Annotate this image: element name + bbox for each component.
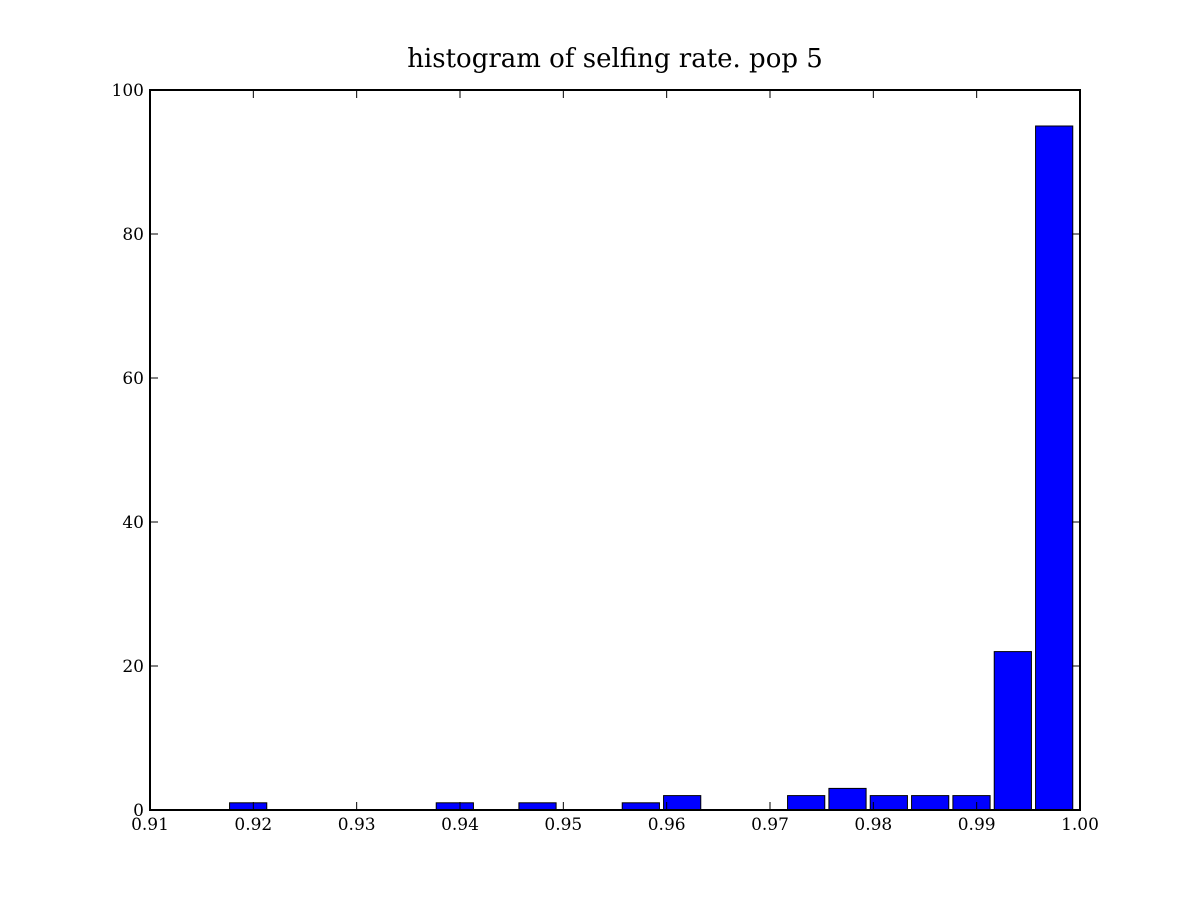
histogram-bar (993, 651, 1032, 811)
histogram-bar (952, 795, 991, 811)
plot-frame (149, 89, 1081, 811)
x-tick-label: 0.99 (958, 815, 996, 835)
y-tick-label: 40 (122, 513, 144, 533)
histogram-bar (229, 802, 268, 811)
x-tick-label: 0.91 (131, 815, 169, 835)
chart-title: histogram of selfing rate. pop 5 (407, 44, 823, 74)
histogram-bar (911, 795, 950, 811)
x-tick-label: 0.92 (234, 815, 272, 835)
histogram-bar (621, 802, 660, 811)
x-tick-label: 0.96 (648, 815, 686, 835)
bars-layer (229, 125, 1074, 811)
histogram-bar (435, 802, 474, 811)
ticks-layer: 0.91 0.92 0.93 0.94 0.95 0.96 0.97 0.98 0.99 1.00… (112, 81, 1099, 835)
histogram-bar (869, 795, 908, 811)
histogram-bar (663, 795, 702, 811)
y-tick-label: 80 (122, 225, 144, 245)
x-tick-label: 0.95 (544, 815, 582, 835)
y-tick-label: 100 (112, 81, 144, 101)
x-tick-label: 0.97 (751, 815, 789, 835)
histogram-bar (518, 802, 557, 811)
histogram-bar (787, 795, 826, 811)
x-tick-label: 0.94 (441, 815, 479, 835)
y-tick-label: 60 (122, 369, 144, 389)
y-tick-label: 0 (133, 801, 144, 821)
x-tick-label: 1.00 (1061, 815, 1099, 835)
histogram-bar (828, 787, 867, 811)
x-tick-label: 0.93 (338, 815, 376, 835)
x-tick-label: 0.98 (854, 815, 892, 835)
y-tick-label: 20 (122, 657, 144, 677)
histogram-bar (1035, 125, 1074, 811)
